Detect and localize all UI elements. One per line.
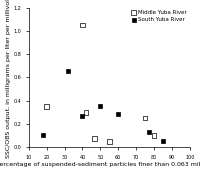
Y-axis label: SSC/OBS output, in milligrams per liter per millivolt: SSC/OBS output, in milligrams per liter … [6, 0, 11, 158]
South Yuba River [117, 113, 120, 116]
South Yuba River [147, 131, 150, 133]
Middle Yuba River [81, 24, 84, 26]
South Yuba River [161, 140, 165, 143]
Middle Yuba River [84, 111, 88, 113]
Legend: Middle Yuba River, South Yuba River: Middle Yuba River, South Yuba River [130, 9, 188, 23]
X-axis label: Percentage of suspended-sediment particles finer than 0.063 millimeter: Percentage of suspended-sediment particl… [0, 162, 200, 167]
South Yuba River [66, 70, 70, 73]
South Yuba River [81, 114, 84, 117]
Middle Yuba River [108, 140, 111, 143]
Middle Yuba River [93, 138, 97, 140]
South Yuba River [41, 134, 45, 137]
Middle Yuba River [143, 117, 147, 119]
South Yuba River [99, 105, 102, 108]
Middle Yuba River [152, 134, 156, 137]
Middle Yuba River [45, 105, 48, 108]
